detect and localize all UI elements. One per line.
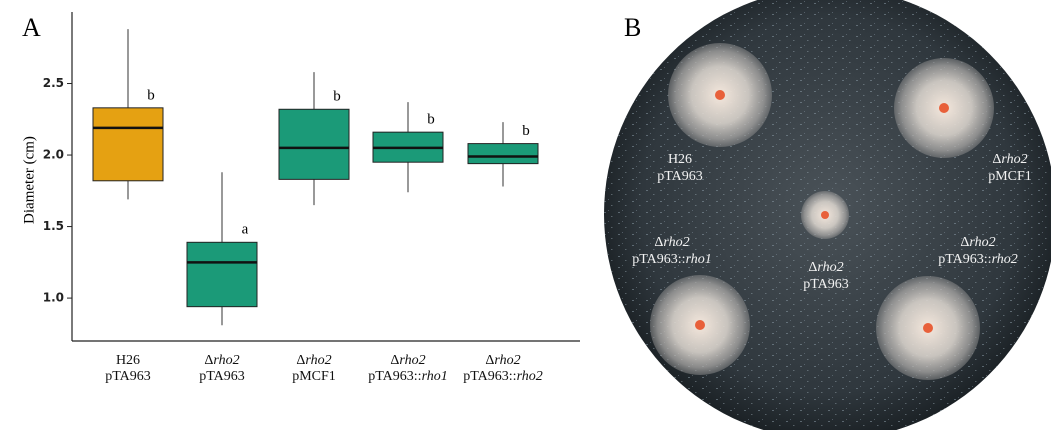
x-tick-label-part: pTA963 (105, 369, 151, 384)
plate-label: pTA963 (657, 169, 703, 184)
plate-label: pTA963 (803, 277, 849, 292)
x-tick-label-part: Δ (204, 353, 213, 368)
plate-label-part: Δ (654, 235, 663, 250)
plate-label-part: rho2 (969, 235, 995, 250)
y-tick-label: 1.0 (43, 291, 64, 305)
panel-a: A Diameter (cm) (21, 12, 580, 342)
x-tick-label-part: Δ (296, 353, 305, 368)
panel-b: B (604, 0, 1051, 430)
y-tick-label: 2.5 (43, 76, 64, 90)
plate-label: Δrho2 (808, 260, 843, 275)
x-tick-label-part: rho2 (213, 353, 239, 368)
y-tick-label: 2.0 (43, 148, 64, 162)
plate-label-part: Δ (808, 260, 817, 275)
significance-letter: b (427, 112, 435, 128)
significance-letter: b (522, 123, 530, 139)
x-tick-label-part: rho2 (517, 369, 543, 384)
plate-label: Δrho2 (654, 235, 689, 250)
colony (939, 103, 949, 113)
plate-label-part: rho1 (686, 252, 712, 267)
x-tick-label: pTA963 (199, 369, 245, 384)
plate-label-part: Δ (960, 235, 969, 250)
plate-label-part: rho2 (1001, 152, 1027, 167)
x-tick-label: pTA963::rho2 (463, 369, 543, 384)
significance-letter: b (333, 89, 341, 105)
plate-label: Δrho2 (992, 152, 1027, 167)
box (467, 143, 539, 165)
significance-letter: b (147, 87, 155, 103)
plate-label-part: pMCF1 (988, 169, 1032, 184)
x-tick-label-part: Δ (390, 353, 399, 368)
y-tick-label: 1.5 (43, 219, 64, 233)
y-axis-label: Diameter (cm) (21, 136, 37, 224)
box (186, 241, 258, 308)
box (278, 108, 350, 180)
x-tick-label-part: pTA963 (199, 369, 245, 384)
x-tick-label-part: rho1 (422, 369, 448, 384)
plate-label-part: rho2 (817, 260, 843, 275)
x-tick-label-part: rho2 (305, 353, 331, 368)
plate-label-part: pTA963:: (632, 252, 685, 267)
plate-label: pTA963::rho1 (632, 252, 712, 267)
x-tick-label: Δrho2 (390, 353, 425, 368)
plate-label-part: pTA963:: (938, 252, 991, 267)
plate-label: pTA963::rho2 (938, 252, 1018, 267)
colony (715, 90, 725, 100)
colony (821, 211, 829, 219)
plate-label: H26 (668, 152, 692, 167)
x-tick-label: H26 (116, 353, 140, 368)
plate-label: Δrho2 (960, 235, 995, 250)
x-tick-label: Δrho2 (485, 353, 520, 368)
x-tick-label-part: pTA963:: (463, 369, 516, 384)
box (92, 107, 164, 182)
significance-letter: a (242, 222, 249, 238)
panel-label: B (624, 13, 641, 42)
x-tick-label: pMCF1 (292, 369, 336, 384)
x-tick-label: Δrho2 (296, 353, 331, 368)
plate-label-part: rho2 (992, 252, 1018, 267)
x-tick-label: Δrho2 (204, 353, 239, 368)
x-tick-label: pTA963 (105, 369, 151, 384)
x-tick-label-part: rho2 (399, 353, 425, 368)
colony (923, 323, 933, 333)
x-tick-label: pTA963::rho1 (368, 369, 448, 384)
plate-label-part: rho2 (663, 235, 689, 250)
x-tick-label-part: H26 (116, 353, 140, 368)
plate-label-part: pTA963 (657, 169, 703, 184)
colony (695, 320, 705, 330)
x-tick-label-part: rho2 (494, 353, 520, 368)
plate-label-part: pTA963 (803, 277, 849, 292)
plate-label: pMCF1 (988, 169, 1032, 184)
plate-label-part: Δ (992, 152, 1001, 167)
x-tick-label-part: Δ (485, 353, 494, 368)
x-tick-label-part: pMCF1 (292, 369, 336, 384)
x-tick-label-part: pTA963:: (368, 369, 421, 384)
plate-label-part: H26 (668, 152, 692, 167)
panel-label: A (22, 13, 41, 42)
